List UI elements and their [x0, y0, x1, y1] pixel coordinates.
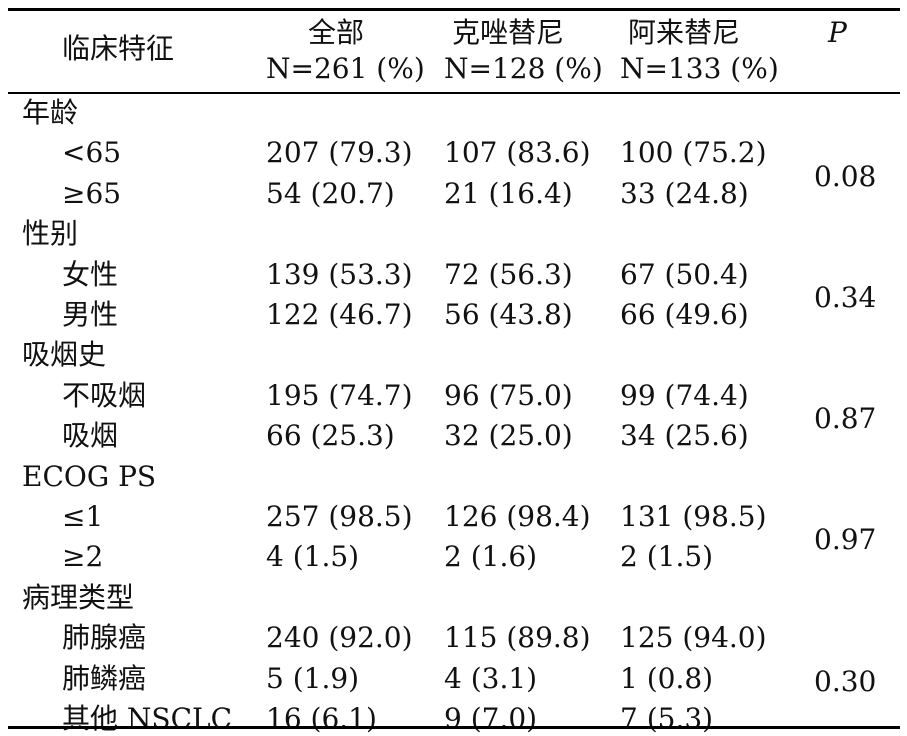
cell-all: 195 (74.7): [266, 378, 413, 412]
row-label: ≥65: [62, 176, 122, 210]
row-label: ≤1: [62, 500, 104, 533]
cell-alectinib: 7 (5.3): [620, 702, 714, 735]
section-label: 年龄: [22, 96, 79, 129]
cell-alectinib: 33 (24.8): [620, 176, 749, 210]
header-crizotinib-n: N=128 (%): [444, 52, 603, 85]
section-label: ECOG PS: [22, 459, 157, 493]
cell-all: 4 (1.5): [266, 540, 360, 574]
section-label: 性别: [22, 217, 79, 251]
cell-all: 139 (53.3): [266, 257, 413, 291]
cell-alectinib: 1 (0.8): [620, 661, 714, 695]
row-label: <65: [62, 136, 122, 170]
section-label: 病理类型: [22, 580, 135, 614]
cell-p-value: 0.87: [814, 402, 877, 436]
cell-alectinib: 131 (98.5): [620, 500, 767, 533]
cell-p-value: 0.30: [814, 664, 877, 698]
header-alectinib-n: N=133 (%): [620, 52, 779, 85]
cell-p-value: 0.34: [814, 281, 877, 314]
row-label: 肺鳞癌: [62, 661, 147, 695]
header-alectinib: 阿来替尼: [628, 16, 741, 49]
cell-crizotinib: 115 (89.8): [444, 621, 591, 655]
cell-p-value: 0.97: [814, 523, 877, 557]
cell-alectinib: 66 (49.6): [620, 298, 749, 331]
cell-p-value: 0.08: [814, 159, 877, 193]
row-label: 女性: [62, 257, 119, 291]
cell-alectinib: 2 (1.5): [620, 540, 714, 574]
cell-crizotinib: 126 (98.4): [444, 500, 591, 533]
header-clinical-features: 临床特征: [62, 32, 175, 65]
header-crizotinib: 克唑替尼: [452, 16, 565, 49]
row-label: ≥2: [62, 540, 104, 574]
cell-all: 122 (46.7): [266, 298, 413, 331]
cell-alectinib: 125 (94.0): [620, 621, 767, 655]
cell-crizotinib: 107 (83.6): [444, 136, 591, 170]
cell-all: 66 (25.3): [266, 419, 395, 453]
cell-alectinib: 99 (74.4): [620, 378, 749, 412]
cell-crizotinib: 2 (1.6): [444, 540, 538, 574]
cell-crizotinib: 21 (16.4): [444, 176, 573, 210]
cell-crizotinib: 72 (56.3): [444, 257, 573, 291]
cell-all: 207 (79.3): [266, 136, 413, 170]
table-bottom-rule: [8, 726, 900, 729]
cell-crizotinib: 9 (7.0): [444, 702, 538, 735]
header-all-n: N=261 (%): [266, 52, 425, 85]
cell-all: 240 (92.0): [266, 621, 413, 655]
table-header-rule: [8, 92, 900, 94]
header-p-value: P: [828, 16, 847, 49]
row-label: 不吸烟: [62, 378, 147, 412]
row-label: 肺腺癌: [62, 621, 147, 655]
cell-all: 5 (1.9): [266, 661, 360, 695]
table-top-rule: [8, 8, 900, 11]
section-label: 吸烟史: [22, 338, 107, 372]
row-label: 男性: [62, 298, 119, 331]
header-all: 全部: [308, 16, 365, 49]
cell-all: 257 (98.5): [266, 500, 413, 533]
cell-crizotinib: 56 (43.8): [444, 298, 573, 331]
cell-crizotinib: 32 (25.0): [444, 419, 573, 453]
row-label: 其他 NSCLC: [62, 702, 233, 735]
cell-crizotinib: 4 (3.1): [444, 661, 538, 695]
cell-alectinib: 67 (50.4): [620, 257, 749, 291]
cell-alectinib: 34 (25.6): [620, 419, 749, 453]
cell-all: 54 (20.7): [266, 176, 395, 210]
cell-alectinib: 100 (75.2): [620, 136, 767, 170]
cell-crizotinib: 96 (75.0): [444, 378, 573, 412]
cell-all: 16 (6.1): [266, 702, 377, 735]
row-label: 吸烟: [62, 419, 119, 453]
